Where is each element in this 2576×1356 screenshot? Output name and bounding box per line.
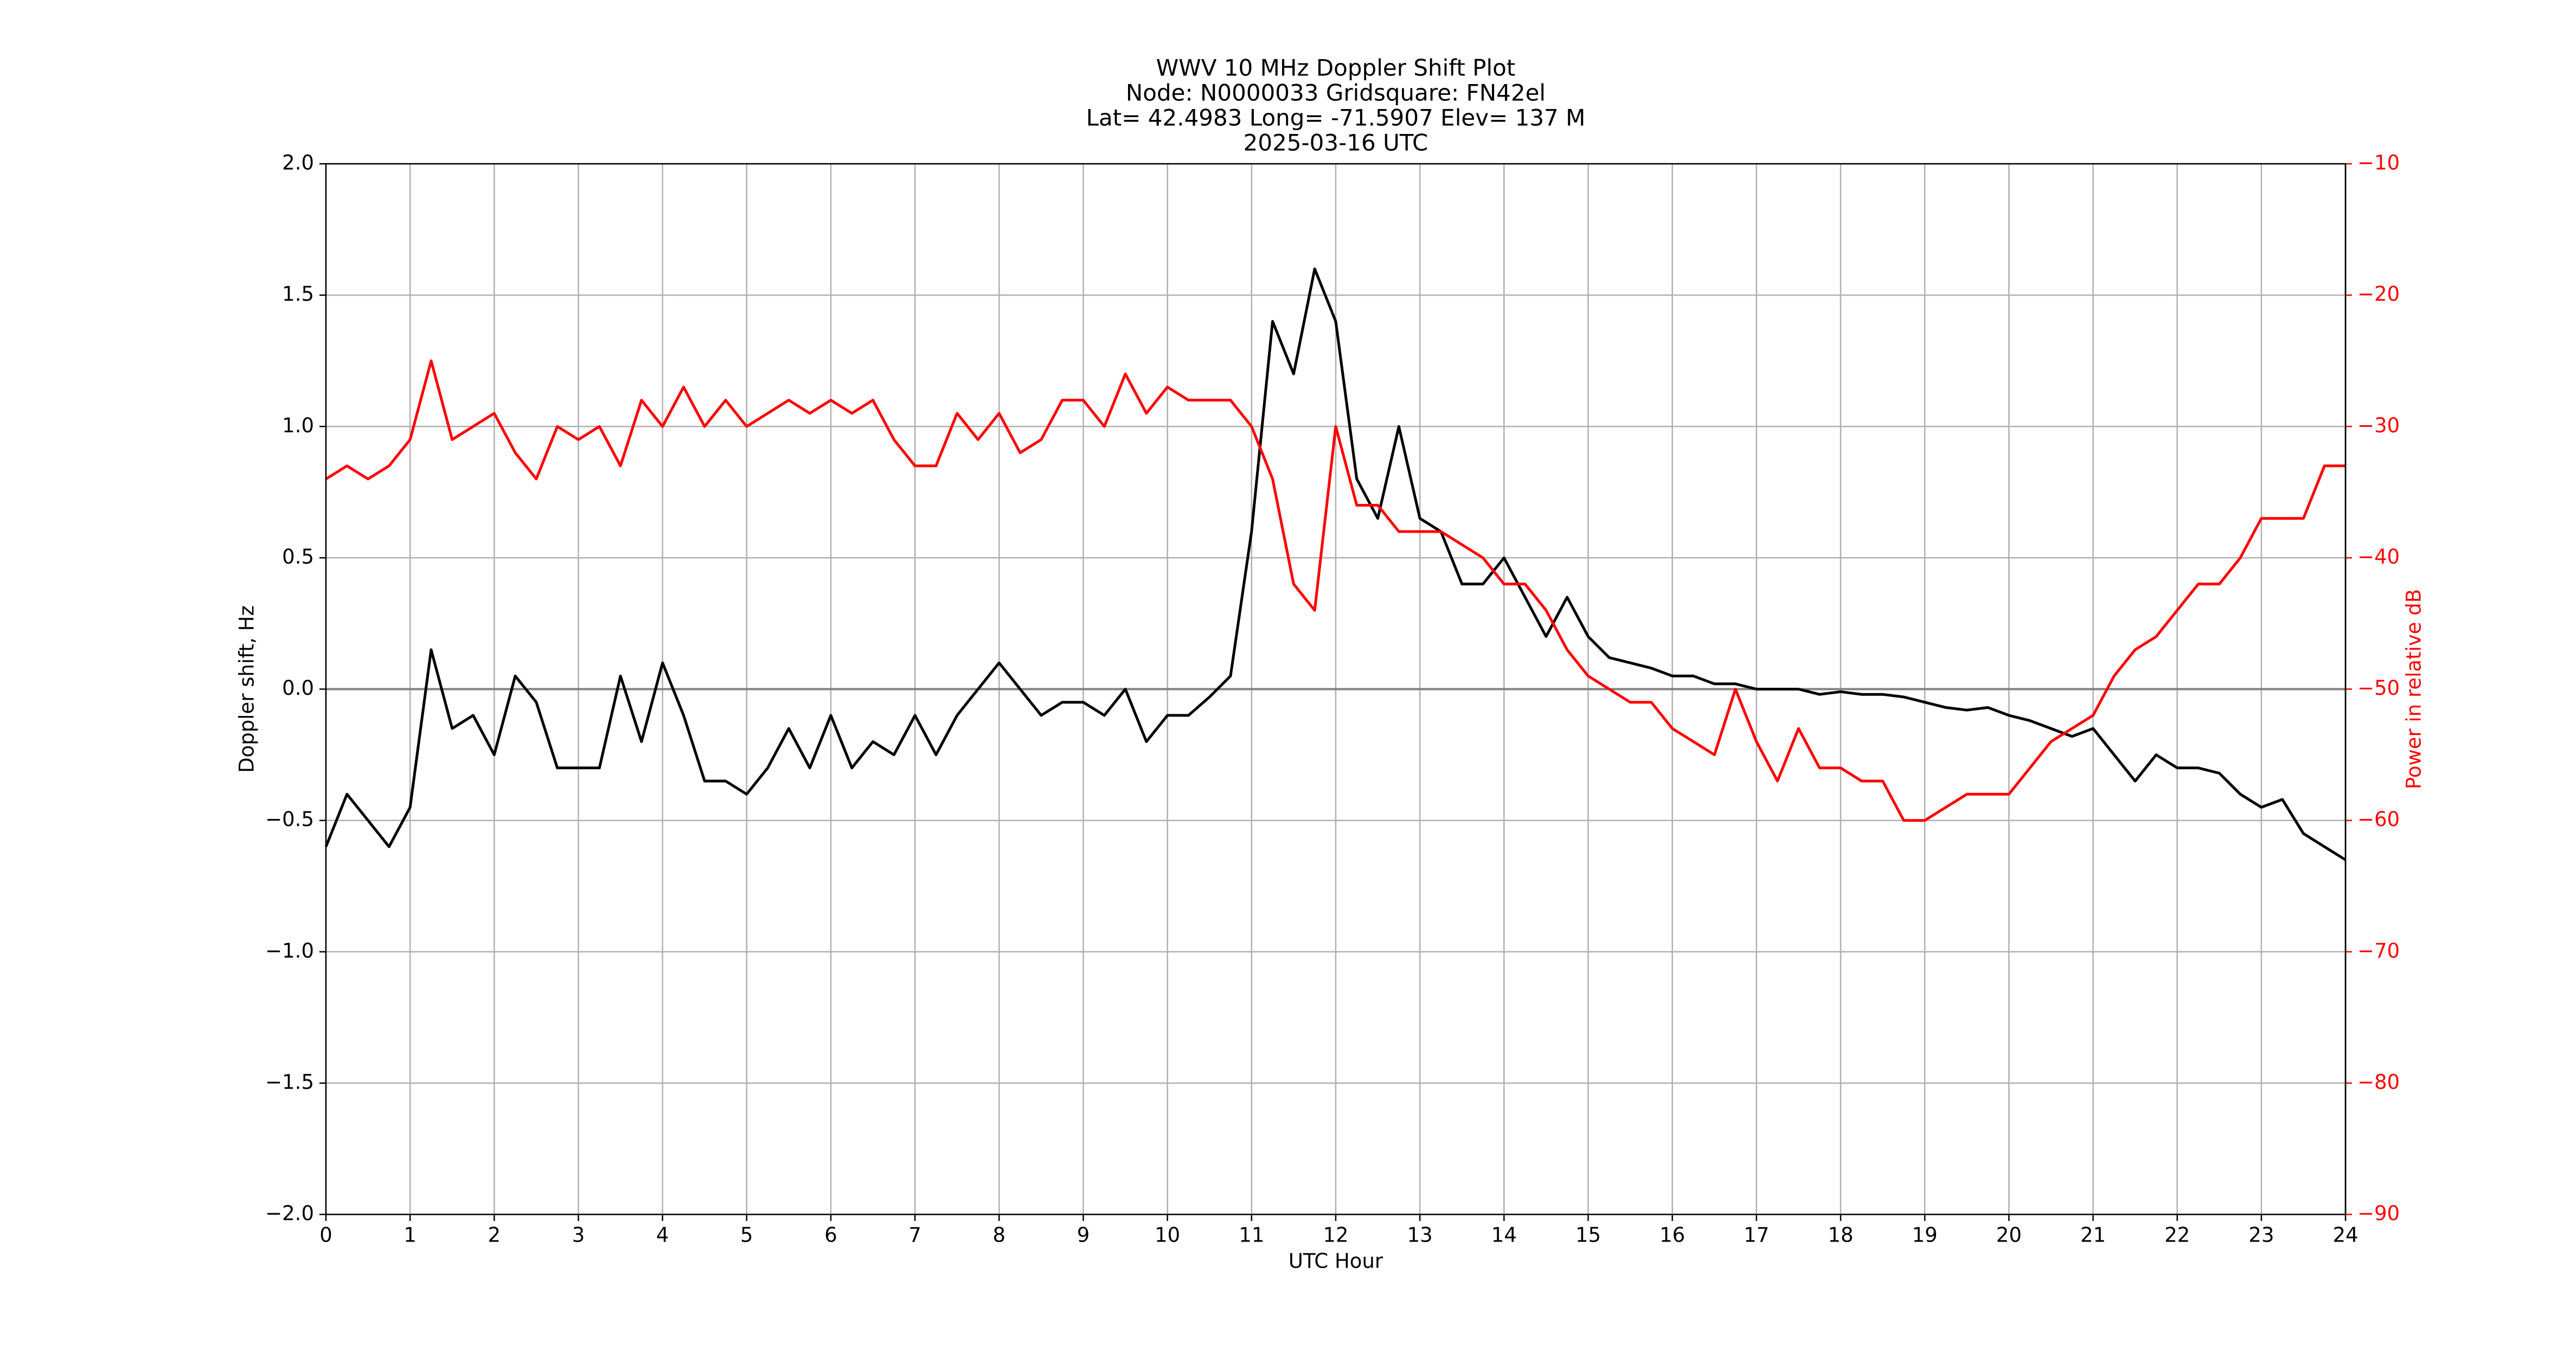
y2-tick-label: −70 bbox=[2357, 939, 2400, 962]
y-tick-label: −0.5 bbox=[265, 808, 314, 831]
chart-title: WWV 10 MHz Doppler Shift Plot bbox=[1156, 55, 1516, 81]
y-axis-label: Doppler shift, Hz bbox=[235, 605, 259, 773]
x-tick-label: 21 bbox=[2080, 1224, 2106, 1247]
x-tick-label: 23 bbox=[2248, 1224, 2274, 1247]
x-axis-label: UTC Hour bbox=[1289, 1250, 1383, 1273]
chart-title: Node: N0000033 Gridsquare: FN42el bbox=[1126, 80, 1546, 106]
x-tick-label: 11 bbox=[1239, 1224, 1264, 1247]
x-tick-label: 2 bbox=[488, 1224, 501, 1247]
x-tick-label: 17 bbox=[1744, 1224, 1769, 1247]
chart-title: 2025-03-16 UTC bbox=[1244, 130, 1428, 156]
x-tick-label: 20 bbox=[1996, 1224, 2022, 1247]
y2-tick-label: −60 bbox=[2357, 808, 2400, 831]
y-tick-label: 1.5 bbox=[282, 283, 314, 306]
x-tick-label: 7 bbox=[908, 1224, 921, 1247]
y-tick-label: 0.0 bbox=[282, 676, 314, 700]
y2-tick-label: −80 bbox=[2357, 1070, 2400, 1093]
y2-tick-label: −30 bbox=[2357, 414, 2400, 437]
x-tick-label: 22 bbox=[2164, 1224, 2190, 1247]
x-tick-label: 8 bbox=[993, 1224, 1006, 1247]
x-tick-label: 12 bbox=[1323, 1224, 1348, 1247]
x-tick-label: 6 bbox=[824, 1224, 837, 1247]
x-tick-label: 5 bbox=[740, 1224, 753, 1247]
y-tick-label: −1.0 bbox=[265, 939, 314, 962]
x-tick-label: 15 bbox=[1575, 1224, 1601, 1247]
chart-title: Lat= 42.4983 Long= -71.5907 Elev= 137 M bbox=[1086, 105, 1586, 131]
data-line bbox=[325, 359, 2346, 822]
x-tick-label: 19 bbox=[1912, 1224, 1938, 1247]
y-tick-label: 1.0 bbox=[282, 414, 314, 437]
x-tick-label: 24 bbox=[2333, 1224, 2358, 1247]
y-tick-label: 2.0 bbox=[282, 151, 314, 175]
x-tick-label: 4 bbox=[656, 1224, 669, 1247]
y2-tick-label: −50 bbox=[2357, 676, 2400, 700]
x-tick-label: 13 bbox=[1407, 1224, 1433, 1247]
y-tick-label: −1.5 bbox=[265, 1070, 314, 1093]
y2-tick-label: −10 bbox=[2357, 151, 2400, 175]
x-tick-label: 16 bbox=[1659, 1224, 1685, 1247]
x-tick-label: 0 bbox=[319, 1224, 332, 1247]
x-tick-label: 18 bbox=[1828, 1224, 1853, 1247]
y-tick-label: 0.5 bbox=[282, 545, 314, 568]
x-tick-label: 10 bbox=[1155, 1224, 1180, 1247]
y2-tick-label: −90 bbox=[2357, 1202, 2400, 1225]
y-tick-label: −2.0 bbox=[265, 1202, 314, 1225]
y2-tick-label: −20 bbox=[2357, 283, 2400, 306]
y2-tick-label: −40 bbox=[2357, 545, 2400, 568]
x-tick-label: 9 bbox=[1077, 1224, 1090, 1247]
data-line bbox=[324, 267, 2347, 861]
x-tick-label: 1 bbox=[403, 1224, 416, 1247]
x-tick-label: 14 bbox=[1491, 1224, 1517, 1247]
x-tick-label: 3 bbox=[572, 1224, 585, 1247]
y2-axis-label: Power in relative dB bbox=[2402, 589, 2426, 789]
